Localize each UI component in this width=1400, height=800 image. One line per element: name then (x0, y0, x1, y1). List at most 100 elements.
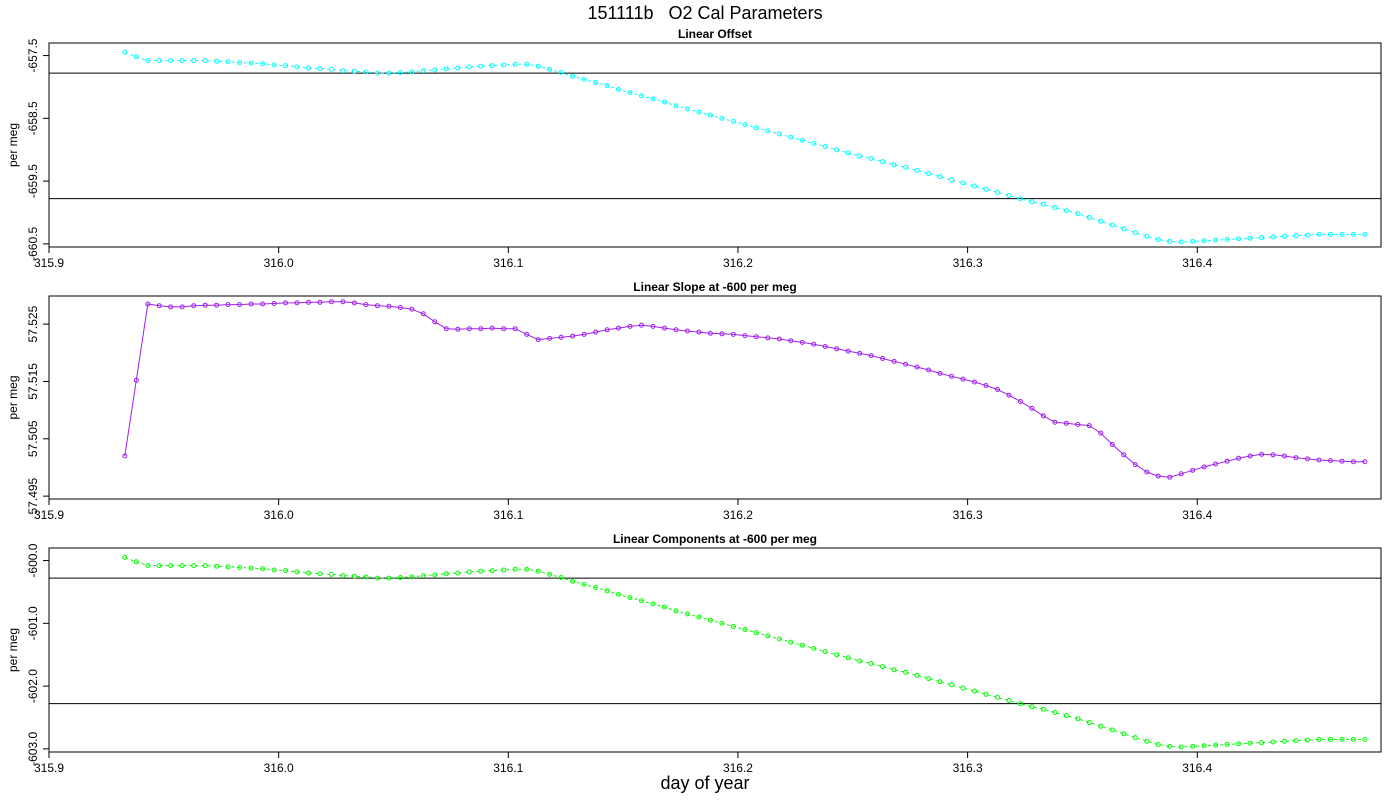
data-point (478, 63, 484, 69)
data-point (397, 575, 403, 580)
data-point (374, 575, 380, 581)
plot-frame (48, 42, 1382, 248)
data-point (1144, 469, 1150, 475)
data-point (420, 573, 426, 579)
data-point (466, 569, 472, 575)
data-point (1259, 740, 1265, 746)
data-point (593, 585, 599, 590)
panel-title: Linear Offset (678, 27, 752, 41)
data-point (1247, 453, 1253, 459)
data-point (616, 325, 621, 331)
x-tick-label: 315.9 (34, 761, 64, 775)
y-tick-label: -660.5 (26, 227, 40, 261)
series-line (124, 51, 1365, 243)
data-point (903, 361, 909, 367)
data-point (627, 323, 633, 329)
data-point (260, 301, 266, 307)
data-point (1339, 231, 1345, 237)
data-point (753, 334, 759, 340)
data-point (1350, 459, 1356, 465)
data-point (972, 379, 977, 385)
data-point (191, 563, 197, 569)
data-point (1282, 738, 1287, 744)
data-point (1316, 231, 1322, 237)
data-point (822, 649, 828, 655)
y-tick-label: 57.525 (26, 305, 40, 342)
data-point (122, 554, 128, 560)
data-point (432, 319, 438, 325)
data-point (822, 144, 828, 150)
data-point (340, 573, 346, 579)
data-point (168, 563, 174, 569)
data-point (1270, 234, 1276, 240)
data-point (937, 679, 943, 685)
data-point (593, 329, 599, 335)
data-point (765, 335, 771, 341)
data-point (1362, 459, 1368, 465)
data-point (1040, 413, 1046, 419)
data-point (466, 326, 472, 332)
data-point (1086, 215, 1092, 220)
data-point (1017, 399, 1023, 404)
data-point (1178, 471, 1184, 477)
data-point (834, 147, 840, 153)
x-tick-label: 315.9 (34, 508, 64, 522)
data-point (845, 655, 851, 661)
data-point (455, 326, 461, 332)
data-point (260, 566, 266, 572)
data-point (983, 383, 989, 388)
data-point (248, 565, 254, 571)
data-point (1144, 738, 1150, 744)
data-point (271, 301, 277, 306)
data-point (122, 453, 128, 459)
data-point (995, 189, 1000, 195)
data-point (1178, 239, 1184, 245)
data-point (684, 611, 690, 617)
data-point (581, 331, 587, 337)
data-point (639, 598, 644, 604)
data-point (306, 299, 311, 305)
data-point (696, 614, 702, 620)
data-point (1121, 226, 1127, 232)
data-point (443, 326, 449, 332)
data-point (386, 70, 392, 76)
data-point (306, 570, 311, 576)
data-point (707, 617, 713, 623)
data-point (1293, 738, 1299, 744)
data-point (604, 83, 610, 89)
data-point (914, 364, 920, 370)
data-point (1155, 473, 1161, 479)
data-point (1132, 230, 1138, 236)
data-point (1063, 208, 1069, 214)
data-point (719, 331, 725, 337)
data-point (1201, 743, 1207, 749)
data-point (1293, 455, 1299, 461)
data-point (1305, 456, 1310, 462)
x-tick-label: 316.2 (723, 508, 753, 522)
data-point (432, 572, 438, 578)
data-point (202, 302, 208, 308)
data-point (420, 68, 426, 74)
data-point (271, 62, 277, 68)
data-point (386, 303, 392, 309)
data-point (558, 334, 564, 340)
data-point (1282, 233, 1287, 239)
data-point (1247, 235, 1253, 241)
data-point (214, 563, 220, 569)
data-point (1132, 735, 1138, 741)
data-point (168, 58, 174, 64)
data-point (489, 325, 495, 331)
data-point (168, 304, 174, 310)
x-tick-label: 316.0 (264, 761, 294, 775)
data-point (351, 300, 357, 306)
data-point (202, 58, 208, 64)
data-point (765, 128, 771, 134)
data-point (409, 69, 415, 75)
x-tick-label: 316.0 (264, 256, 294, 270)
data-point (202, 563, 208, 569)
data-point (972, 183, 977, 189)
data-point (880, 356, 886, 361)
x-tick-label: 316.4 (1182, 508, 1212, 522)
data-point (1201, 464, 1207, 470)
data-point (455, 570, 461, 576)
